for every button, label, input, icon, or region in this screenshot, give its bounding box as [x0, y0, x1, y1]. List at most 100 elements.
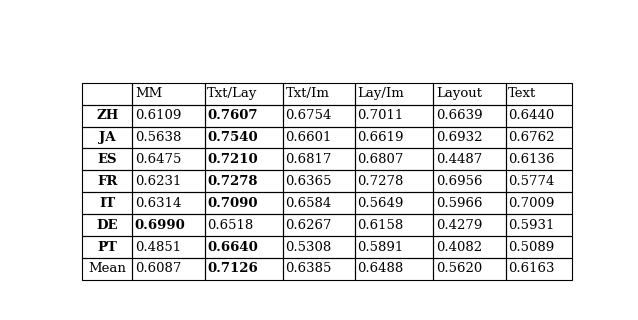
- Text: 0.7090: 0.7090: [207, 197, 258, 210]
- Bar: [133, 126, 205, 148]
- Bar: [355, 83, 433, 105]
- Bar: [433, 83, 506, 105]
- Bar: [133, 148, 205, 170]
- Text: 0.5931: 0.5931: [508, 219, 554, 232]
- Text: 0.6817: 0.6817: [285, 153, 332, 166]
- Bar: [506, 148, 572, 170]
- Bar: [283, 105, 355, 126]
- Text: 0.4279: 0.4279: [436, 219, 482, 232]
- Bar: [283, 83, 355, 105]
- Text: 0.7278: 0.7278: [207, 175, 258, 188]
- Text: 0.5620: 0.5620: [436, 262, 482, 276]
- Text: 0.6762: 0.6762: [508, 131, 554, 144]
- Bar: [355, 105, 433, 126]
- Bar: [506, 258, 572, 280]
- Bar: [506, 170, 572, 192]
- Bar: [355, 258, 433, 280]
- Text: JA: JA: [99, 131, 115, 144]
- Text: ZH: ZH: [96, 109, 119, 122]
- Text: 0.7126: 0.7126: [207, 262, 258, 276]
- Text: 0.5649: 0.5649: [357, 197, 404, 210]
- Bar: [205, 105, 283, 126]
- Text: 0.6956: 0.6956: [436, 175, 482, 188]
- Text: 0.6158: 0.6158: [357, 219, 404, 232]
- Text: 0.6932: 0.6932: [436, 131, 482, 144]
- Text: Txt/Lay: Txt/Lay: [207, 87, 258, 100]
- Text: 0.6640: 0.6640: [207, 241, 258, 253]
- Text: 0.6601: 0.6601: [285, 131, 332, 144]
- Text: 0.4082: 0.4082: [436, 241, 482, 253]
- Bar: [82, 258, 133, 280]
- Text: 0.5891: 0.5891: [357, 241, 404, 253]
- Bar: [433, 214, 506, 236]
- Bar: [82, 170, 133, 192]
- Text: 0.6231: 0.6231: [135, 175, 181, 188]
- Text: 0.6267: 0.6267: [285, 219, 332, 232]
- Text: ES: ES: [98, 153, 117, 166]
- Bar: [205, 83, 283, 105]
- Bar: [82, 236, 133, 258]
- Bar: [283, 170, 355, 192]
- Text: Layout: Layout: [436, 87, 482, 100]
- Bar: [205, 170, 283, 192]
- Bar: [205, 214, 283, 236]
- Bar: [205, 192, 283, 214]
- Text: 0.6475: 0.6475: [135, 153, 181, 166]
- Bar: [506, 192, 572, 214]
- Text: 0.7540: 0.7540: [207, 131, 258, 144]
- Bar: [283, 258, 355, 280]
- Bar: [283, 126, 355, 148]
- Text: PT: PT: [98, 241, 117, 253]
- Bar: [355, 214, 433, 236]
- Bar: [82, 214, 133, 236]
- Text: 0.7009: 0.7009: [508, 197, 554, 210]
- Text: 0.7278: 0.7278: [357, 175, 404, 188]
- Bar: [133, 170, 205, 192]
- Text: 0.6518: 0.6518: [207, 219, 253, 232]
- Text: 0.6488: 0.6488: [357, 262, 404, 276]
- Bar: [205, 236, 283, 258]
- Bar: [82, 126, 133, 148]
- Text: Lay/Im: Lay/Im: [357, 87, 404, 100]
- Bar: [433, 148, 506, 170]
- Text: 0.6136: 0.6136: [508, 153, 554, 166]
- Bar: [133, 258, 205, 280]
- Bar: [433, 258, 506, 280]
- Bar: [506, 105, 572, 126]
- Text: 0.6087: 0.6087: [135, 262, 181, 276]
- Text: 0.6314: 0.6314: [135, 197, 181, 210]
- Text: IT: IT: [100, 197, 115, 210]
- Bar: [355, 236, 433, 258]
- Bar: [283, 236, 355, 258]
- Bar: [355, 148, 433, 170]
- Text: 0.6807: 0.6807: [357, 153, 404, 166]
- Text: 0.6163: 0.6163: [508, 262, 554, 276]
- Bar: [433, 170, 506, 192]
- Bar: [205, 258, 283, 280]
- Bar: [433, 105, 506, 126]
- Bar: [283, 148, 355, 170]
- Text: 0.4487: 0.4487: [436, 153, 482, 166]
- Bar: [283, 214, 355, 236]
- Bar: [355, 126, 433, 148]
- Text: 0.6109: 0.6109: [135, 109, 181, 122]
- Bar: [355, 192, 433, 214]
- Bar: [82, 192, 133, 214]
- Text: 0.5774: 0.5774: [508, 175, 554, 188]
- Text: 0.6754: 0.6754: [285, 109, 332, 122]
- Bar: [133, 192, 205, 214]
- Text: 0.6440: 0.6440: [508, 109, 554, 122]
- Text: 0.5966: 0.5966: [436, 197, 482, 210]
- Text: DE: DE: [96, 219, 118, 232]
- Bar: [205, 148, 283, 170]
- Text: 0.7011: 0.7011: [357, 109, 404, 122]
- Text: 0.6385: 0.6385: [285, 262, 332, 276]
- Text: Txt/Im: Txt/Im: [285, 87, 329, 100]
- Bar: [506, 236, 572, 258]
- Text: Mean: Mean: [89, 262, 126, 276]
- Bar: [82, 83, 133, 105]
- Text: 0.5638: 0.5638: [135, 131, 181, 144]
- Bar: [205, 126, 283, 148]
- Text: 0.6619: 0.6619: [357, 131, 404, 144]
- Bar: [355, 170, 433, 192]
